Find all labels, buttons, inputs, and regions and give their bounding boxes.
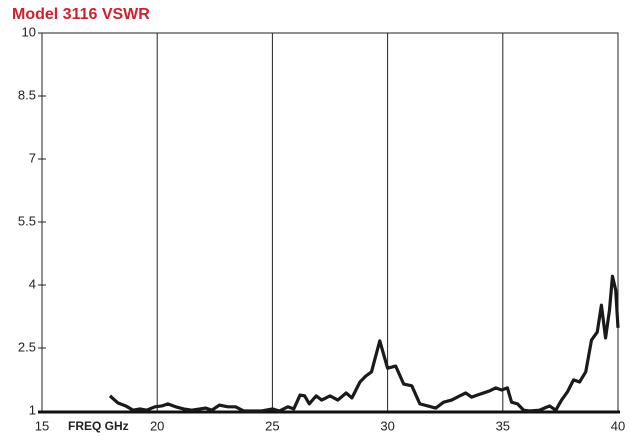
x-tick-label: 40	[611, 418, 625, 433]
y-tick-label: 5.5	[18, 213, 36, 228]
y-tick-label: 8.5	[18, 87, 36, 102]
y-tick-label: 4	[29, 276, 36, 291]
x-tick-label: 25	[265, 418, 279, 433]
x-tick-label: 20	[150, 418, 164, 433]
x-axis-label: FREQ GHz	[68, 419, 129, 433]
plot-frame	[41, 32, 619, 412]
y-tick-label: 1	[29, 402, 36, 417]
y-tick-label: 10	[22, 24, 36, 39]
series-line	[108, 274, 620, 413]
x-tick-label: 15	[35, 418, 49, 433]
x-tick-label: 30	[380, 418, 394, 433]
x-tick-label: 35	[496, 418, 510, 433]
chart-title: Model 3116 VSWR	[12, 6, 150, 23]
y-tick-label: 7	[29, 150, 36, 165]
y-tick-label: 2.5	[18, 339, 36, 354]
